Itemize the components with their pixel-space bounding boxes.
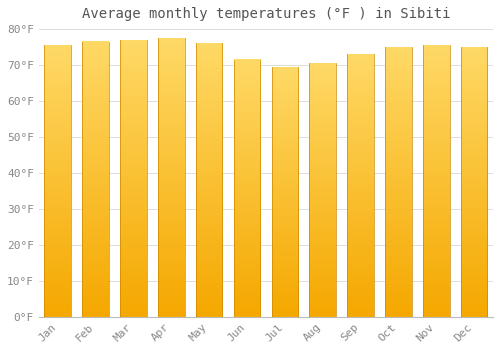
Title: Average monthly temperatures (°F ) in Sibiti: Average monthly temperatures (°F ) in Si… [82,7,450,21]
